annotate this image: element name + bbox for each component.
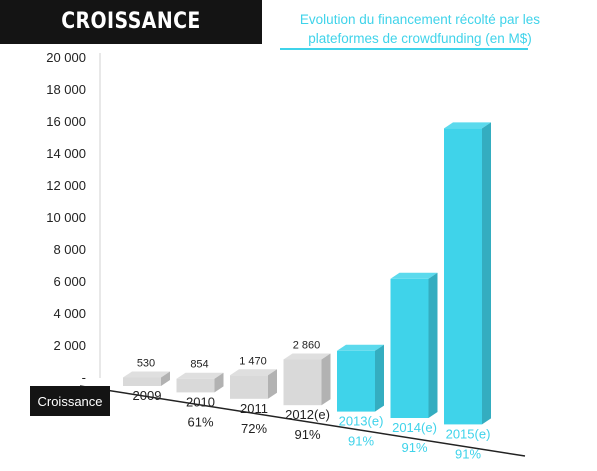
growth-label: 91%	[455, 446, 481, 461]
x-tick-label: 2013(e)	[339, 414, 384, 429]
bar-top-face	[337, 344, 384, 351]
bar-top-face	[283, 353, 331, 360]
x-tick-label: 2014(e)	[392, 420, 437, 435]
growth-tag-box	[30, 386, 110, 416]
bar-2015(e)	[444, 122, 491, 425]
bar-front-face	[123, 377, 161, 386]
bar-side-face	[321, 353, 331, 406]
growth-label: 61%	[187, 414, 213, 429]
growth-label: 72%	[241, 421, 267, 436]
bar-front-face	[230, 375, 268, 399]
page-title: CROISSANCE MONDIALE	[61, 9, 201, 78]
bar-2013(e)	[337, 344, 384, 412]
growth-label: 91%	[401, 440, 427, 455]
bar-front-face	[283, 359, 322, 406]
y-tick-label: 16 000	[46, 114, 86, 129]
bar-side-face	[482, 122, 491, 425]
y-tick-label: 10 000	[46, 210, 86, 225]
y-tick-label: 18 000	[46, 82, 86, 97]
bar-2014(e)	[390, 272, 438, 418]
y-tick-label: 2 000	[53, 338, 86, 353]
y-tick-label: 12 000	[46, 178, 86, 193]
y-tick-label: 6 000	[53, 274, 86, 289]
x-axis-line	[79, 385, 526, 457]
value-label: 854	[190, 359, 208, 371]
y-tick-label: -	[82, 370, 86, 385]
growth-tag-label: Croissance	[37, 394, 102, 409]
value-label: 2 860	[293, 339, 321, 351]
bar-front-face	[176, 378, 215, 393]
bar-top-face	[390, 272, 438, 279]
growth-tag: Croissance	[30, 386, 110, 416]
bar-2010	[176, 372, 224, 393]
bar-side-face	[268, 369, 277, 399]
x-tick-label: 2012(e)	[285, 407, 330, 422]
x-tick-label: 2010	[186, 394, 215, 409]
bar-side-face	[428, 272, 438, 418]
bar-front-face	[444, 128, 482, 425]
bar-2011	[230, 369, 277, 399]
bar-side-face	[214, 372, 224, 393]
labels: 530 2009 854 2010 61% 1 470 2011 72% 2 860 2012(e…	[133, 339, 491, 461]
bar-2012(e)	[283, 353, 331, 406]
bar-top-face	[123, 371, 170, 378]
x-tick-label: 2015(e)	[446, 426, 491, 441]
bar-side-face	[375, 344, 384, 412]
subtitle-line-2: plateformes de crowdfunding (en M$)	[308, 31, 532, 46]
y-tick-label: 4 000	[53, 306, 86, 321]
y-axis-ticks: 20 000 18 000 16 000 14 000 12 000 10 000 8 00…	[46, 50, 86, 385]
bar-2009	[123, 371, 170, 386]
bar-side-face	[161, 371, 170, 386]
x-tick-label: 2009	[133, 388, 162, 403]
subtitle-underline	[280, 48, 528, 50]
y-tick-label: 20 000	[46, 50, 86, 65]
bar-front-face	[337, 350, 375, 412]
value-label: 530	[137, 358, 155, 370]
bars	[123, 122, 491, 425]
bar-front-face	[390, 278, 429, 418]
bar-top-face	[176, 372, 224, 379]
title-banner	[0, 0, 262, 44]
growth-label: 91%	[348, 434, 374, 449]
bar-top-face	[444, 122, 491, 129]
chart-subtitle: Evolution du financement récolté par les…	[270, 10, 570, 48]
subtitle-line-1: Evolution du financement récolté par les	[299, 12, 541, 27]
y-tick-label: 8 000	[53, 242, 86, 257]
x-tick-label: 2011	[240, 401, 268, 416]
y-tick-label: 14 000	[46, 146, 86, 161]
bar-top-face	[230, 369, 277, 376]
growth-label: 91%	[294, 427, 320, 442]
value-label: 1 470	[239, 355, 267, 367]
